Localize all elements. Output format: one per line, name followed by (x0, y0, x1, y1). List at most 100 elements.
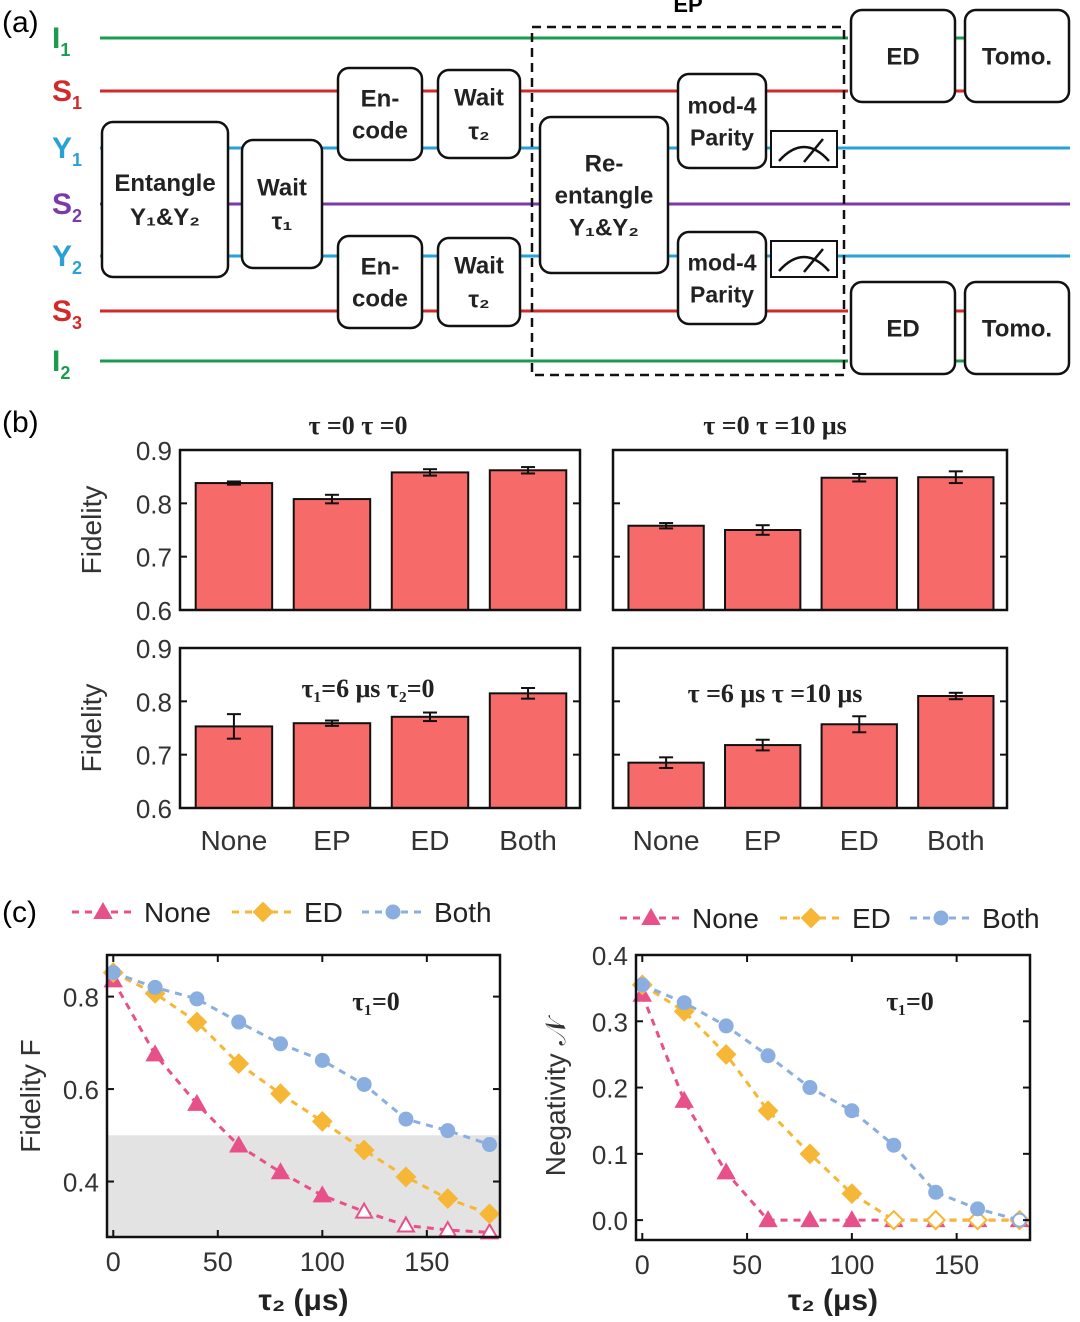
y-tick-label: 0.8 (136, 489, 172, 519)
wait-tau1-box-label: Wait (257, 175, 307, 202)
data-point-circle (398, 1111, 414, 1127)
data-point-diamond (883, 1209, 905, 1231)
wire-label-subscript: 2 (72, 258, 82, 278)
y-tick-label: 0.6 (63, 1075, 99, 1105)
parity-top-box-label: Parity (690, 124, 754, 150)
data-point-diamond (800, 907, 822, 929)
data-point-triangle (145, 1044, 165, 1062)
parity-top-box-label: mod-4 (688, 92, 757, 118)
meter-bottom-icon (770, 240, 838, 278)
bar-chart-2: τ =0 τ =10 μs (611, 411, 1009, 612)
parity-bottom-box-label: Parity (690, 281, 754, 307)
data-point-diamond (228, 1053, 250, 1075)
reentangle-box-label: Y₁&Y₂ (569, 215, 639, 242)
series-line-both (112, 971, 491, 1146)
y-tick-label: 0.8 (136, 687, 172, 717)
chart-annotation: τ₁=0 (886, 987, 934, 1016)
x-tick-label: Both (927, 825, 985, 856)
data-point-circle (482, 1137, 498, 1153)
encode-top-box-label: En- (361, 86, 400, 113)
line-chart-1: 0 50 100 150 0.4 0.6 0.8 τ₂ (μs) Fidelity F τ₁=0 N… (15, 897, 502, 1317)
entangle-box-label: Y₁&Y₂ (130, 204, 200, 231)
wait-tau2-top-box (436, 68, 522, 160)
legend-label-none: None (144, 897, 211, 928)
data-point-diamond (799, 1143, 821, 1165)
data-point-triangle (187, 1093, 207, 1111)
legend-label-none: None (692, 903, 759, 934)
wire-label-subscript: 3 (72, 313, 82, 333)
y-axis-label: Negativity 𝒩 (540, 1015, 571, 1177)
data-point-diamond (437, 1188, 459, 1210)
meter-bottom-icon-arc (778, 255, 830, 272)
bar-charts: 0.6 0.7 0.8 0.9 Fidelity τ =0 τ =0 τ =0 τ =10 … (76, 411, 1009, 856)
data-point-circle (385, 904, 401, 920)
bar-both (488, 692, 568, 809)
wire-label-i1: I1 (52, 22, 70, 60)
chart-annotation: τ₁=0 (352, 987, 400, 1016)
y-tick-label: 0.9 (136, 634, 172, 664)
data-point-circle (802, 1080, 818, 1096)
bar-ep (724, 529, 802, 611)
data-point-triangle (641, 907, 661, 925)
axes-frame (634, 953, 1032, 1242)
bar-ep (724, 744, 802, 809)
line-chart-2: 0 50 100 150 0.0 0.1 0.2 0.3 0.4 τ₂ (μs) Negativit… (540, 903, 1040, 1317)
y-tick-label: 0.3 (592, 1007, 628, 1037)
bar-none (627, 524, 705, 612)
x-tick-label: 100 (300, 1247, 345, 1277)
entangle-box (100, 120, 230, 279)
bar-both (917, 476, 995, 612)
wire-label-i2: I2 (52, 345, 70, 383)
bar-chart-3: None EP ED Both 0.6 0.7 0.8 0.9 Fidelity τ₁=6 μs … (76, 634, 582, 856)
wire-label-subscript: 2 (60, 363, 70, 383)
x-tick-label: 50 (203, 1247, 233, 1277)
wire-label-y2: Y2 (52, 240, 82, 278)
reentangle-box (538, 115, 670, 275)
bar-ed (820, 476, 898, 611)
y-tick-label: 0.4 (63, 1168, 99, 1198)
wait-tau2-top-box-label: Wait (454, 85, 504, 112)
tomo-bottom-box-label: Tomo. (982, 316, 1052, 343)
x-tick-label: 100 (829, 1250, 874, 1280)
x-tick-label: 150 (934, 1250, 979, 1280)
x-tick-label: ED (840, 825, 879, 856)
data-point-triangle (479, 1222, 500, 1240)
reentangle-box-label: Re- (585, 151, 624, 178)
encode-bottom-box-label: En- (361, 254, 400, 281)
x-tick-label: EP (744, 825, 781, 856)
x-tick-label: None (200, 825, 267, 856)
parity-bottom-box-label: mod-4 (688, 249, 757, 275)
data-point-circle (928, 1184, 944, 1200)
data-point-circle (634, 977, 650, 993)
data-point-triangle (228, 1135, 249, 1153)
axes-frame (105, 953, 502, 1239)
tomo-top-box-label: Tomo. (982, 44, 1052, 71)
data-point-triangle (396, 1215, 416, 1233)
legend-label-ed: ED (852, 903, 891, 934)
bar-both (488, 469, 568, 611)
legend: None ED Both (72, 897, 492, 928)
wire-label-letter: S (52, 188, 72, 221)
data-point-diamond (757, 1100, 779, 1122)
reentangle-box-label: entangle (555, 183, 654, 210)
wire-label-subscript: 1 (60, 40, 70, 60)
x-tick-label: 50 (732, 1250, 762, 1280)
y-tick-label: 0.8 (63, 983, 99, 1013)
meter-top-icon-needle (803, 138, 824, 163)
wait-tau2-bottom-box-label: Wait (454, 253, 504, 280)
data-point-triangle (758, 1210, 778, 1228)
ep-dashed-box (530, 25, 846, 377)
axes-frame (611, 646, 1009, 810)
data-point-circle (314, 1052, 330, 1068)
data-point-circle (933, 910, 949, 926)
legend: None ED Both (620, 903, 1040, 934)
chart-annotation: τ =0 τ =0 (308, 411, 407, 440)
bar-none (627, 761, 705, 810)
wait-tau1-box (240, 138, 324, 270)
entangle-box-label: Entangle (114, 170, 215, 197)
meter-top-icon-arc (778, 145, 830, 162)
bar-ed (820, 723, 898, 809)
encode-top-box-label: code (352, 118, 408, 145)
parity-top-box (676, 72, 768, 170)
